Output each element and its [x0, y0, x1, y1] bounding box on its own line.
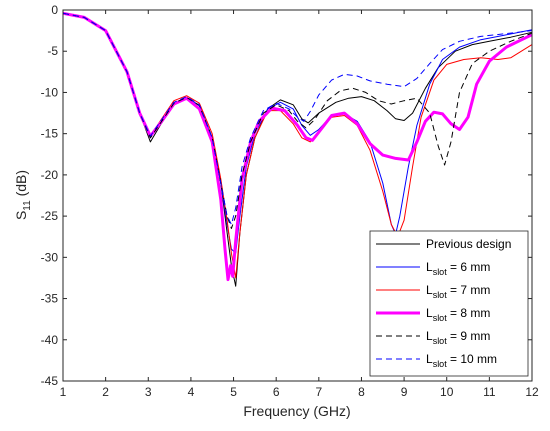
- x-tick-label: 4: [188, 385, 195, 399]
- y-tick-label: 0: [51, 3, 58, 17]
- legend-label-5: Lslot = 10 mm: [426, 352, 497, 369]
- series-line-3: [62, 11, 533, 282]
- y-tick-label: -20: [41, 168, 59, 182]
- legend-label-2: Lslot = 7 mm: [426, 283, 490, 300]
- x-tick-label: 6: [273, 385, 280, 399]
- y-tick-label: -40: [41, 333, 59, 347]
- legend-label-3: Lslot = 8 mm: [426, 306, 490, 323]
- legend-box: [369, 230, 529, 377]
- x-tick-label: 12: [525, 385, 539, 399]
- x-tick-label: 3: [145, 385, 152, 399]
- y-tick-label: -45: [41, 374, 59, 388]
- y-axis-label: S11 (dB): [13, 170, 33, 220]
- x-axis-label: Frequency (GHz): [243, 403, 350, 419]
- x-tick-label: 2: [102, 385, 109, 399]
- legend-label-main: L: [426, 260, 433, 274]
- series-layer: [62, 11, 533, 287]
- legend-label-main: L: [426, 283, 433, 297]
- legend-label-sub: slot: [433, 336, 448, 346]
- legend-label-main: L: [426, 329, 433, 343]
- y-axis-label-sub: 11: [22, 200, 33, 211]
- y-axis-label-main: S: [13, 211, 29, 220]
- tick-layer: 1 2 3 4 5 6 7 8 9 10 11 120-5-10-15-20-25-30-35-40-…: [41, 3, 539, 399]
- legend-label-0: Previous design: [426, 237, 511, 251]
- plot-frame: [62, 9, 533, 382]
- legend-label-rest: = 7 mm: [447, 283, 491, 297]
- x-tick-label: 9: [401, 385, 408, 399]
- legend-label-1: Lslot = 6 mm: [426, 260, 490, 277]
- y-tick-label: -25: [41, 209, 59, 223]
- y-tick-label: -35: [41, 292, 59, 306]
- legend-label-4: Lslot = 9 mm: [426, 329, 490, 346]
- y-tick-label: -15: [41, 127, 59, 141]
- legend-label-rest: = 10 mm: [447, 352, 497, 366]
- legend-label-main: L: [426, 306, 433, 320]
- y-tick-label: -5: [47, 44, 58, 58]
- x-tick-label: 8: [358, 385, 365, 399]
- legend-label-main: L: [426, 352, 433, 366]
- legend-label-main: Previous design: [426, 237, 511, 251]
- y-tick-label: -10: [41, 85, 59, 99]
- legend-label-sub: slot: [433, 359, 448, 369]
- x-tick-label: 1: [60, 385, 67, 399]
- legend-label-sub: slot: [433, 267, 448, 277]
- series-line-2: [62, 12, 533, 279]
- x-tick-label: 7: [315, 385, 322, 399]
- x-tick-label: 5: [230, 385, 237, 399]
- x-tick-label: 11: [483, 385, 496, 399]
- x-tick-label: 10: [440, 385, 454, 399]
- y-tick-label: -30: [41, 250, 59, 264]
- y-axis-label-rest: (dB): [13, 170, 29, 200]
- series-line-5: [62, 12, 533, 225]
- legend-label-sub: slot: [433, 290, 448, 300]
- series-line-4: [62, 12, 533, 229]
- legend-label-rest: = 6 mm: [447, 260, 491, 274]
- legend-label-sub: slot: [433, 313, 448, 323]
- legend-label-rest: = 9 mm: [447, 329, 491, 343]
- legend-label-rest: = 8 mm: [447, 306, 491, 320]
